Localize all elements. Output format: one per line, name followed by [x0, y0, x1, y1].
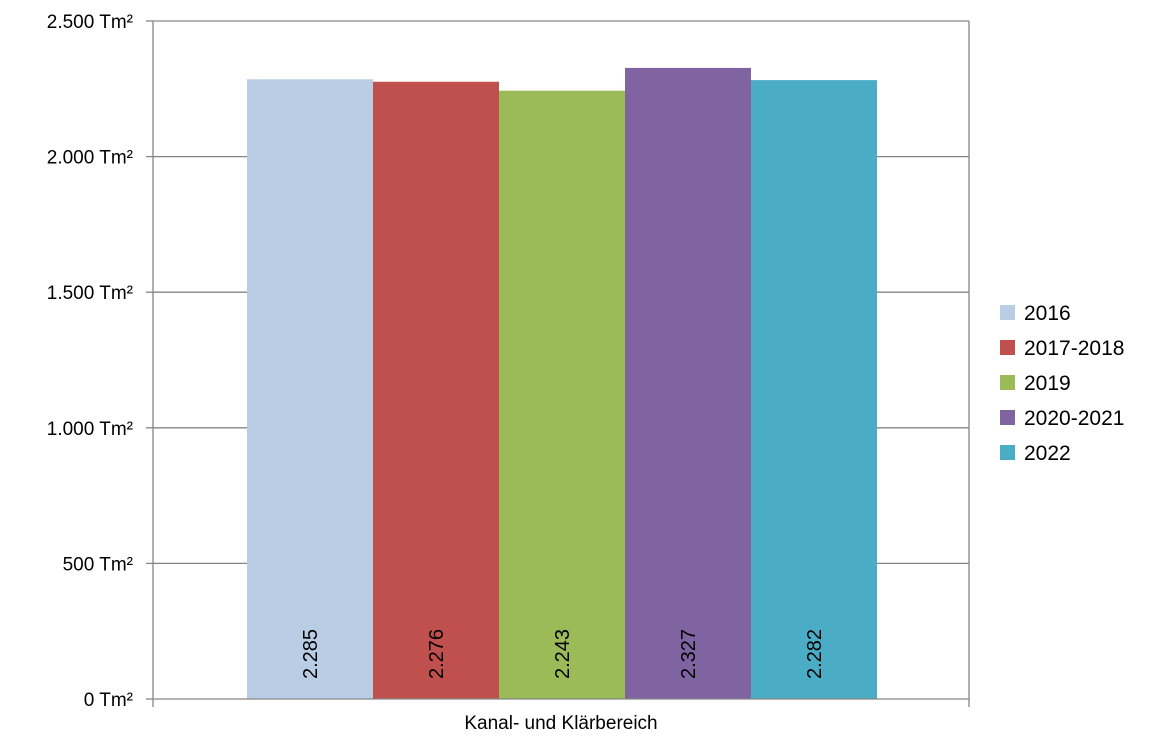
data-label: 2.285 — [300, 629, 322, 679]
bar-2019 — [499, 90, 625, 699]
bar-2016 — [247, 79, 373, 700]
legend-label: 2016 — [1024, 302, 1071, 325]
y-tick-label: 0 Tm² — [84, 690, 133, 711]
data-label: 2.243 — [552, 629, 574, 679]
data-label: 2.282 — [804, 629, 826, 679]
y-tick-label: 2.500 Tm² — [47, 12, 133, 33]
legend-swatch-2022 — [1000, 445, 1015, 460]
bar-2017-2018 — [373, 81, 499, 700]
legend: 2016 2017-2018 2019 2020-2021 2022 — [1000, 302, 1124, 465]
data-label: 2.276 — [426, 629, 448, 679]
y-tick-label: 1.500 Tm² — [47, 283, 133, 304]
y-tick-label: 1.000 Tm² — [47, 419, 133, 440]
y-tick-labels: 0 Tm² 500 Tm² 1.000 Tm² 1.500 Tm² 2.000 Tm² 2… — [47, 12, 133, 711]
x-category-labels: Kanal- und Klärbereich — [464, 713, 657, 734]
bar-2022 — [751, 80, 877, 700]
data-labels: 2.285 2.276 2.243 2.327 2.282 — [300, 629, 826, 679]
legend-label: 2017-2018 — [1024, 337, 1124, 360]
legend-label: 2019 — [1024, 372, 1071, 395]
y-tick-label: 2.000 Tm² — [47, 148, 133, 169]
legend-label: 2020-2021 — [1024, 407, 1124, 430]
axes — [146, 20, 970, 707]
x-category-label: Kanal- und Klärbereich — [464, 713, 657, 734]
legend-swatch-2016 — [1000, 305, 1015, 320]
legend-swatch-2017-2018 — [1000, 340, 1015, 355]
bar-2020-2021 — [625, 67, 751, 699]
legend-label: 2022 — [1024, 442, 1071, 465]
legend-swatch-2019 — [1000, 375, 1015, 390]
bars — [247, 67, 877, 700]
y-tick-label: 500 Tm² — [63, 554, 133, 575]
legend-swatch-2020-2021 — [1000, 410, 1015, 425]
data-label: 2.327 — [678, 629, 700, 679]
